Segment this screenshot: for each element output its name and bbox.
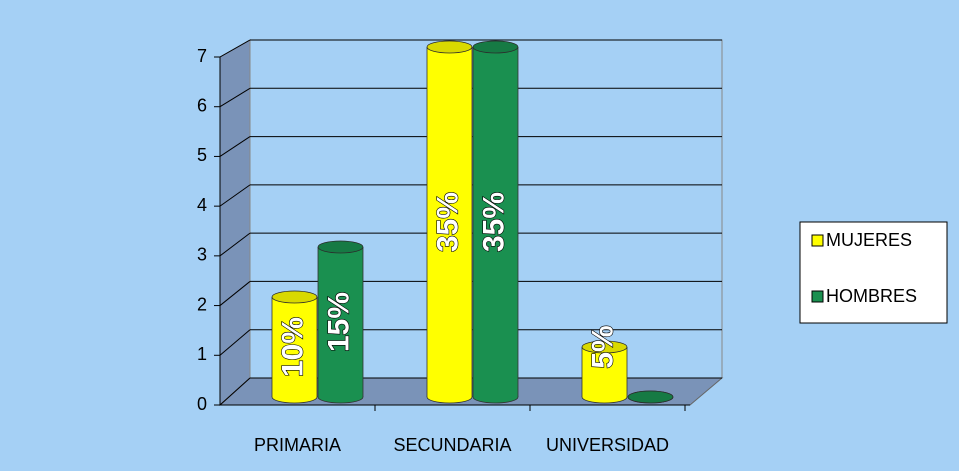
data-label: 10% xyxy=(276,317,309,377)
grid-line xyxy=(219,281,251,306)
legend-swatch xyxy=(811,290,824,303)
grid-line xyxy=(219,232,251,257)
grid-line xyxy=(219,184,251,207)
grid-line xyxy=(219,136,251,157)
x-tick-label: PRIMARIA xyxy=(254,435,341,455)
cylinder-top xyxy=(317,240,364,254)
cylinder-body xyxy=(473,47,518,397)
y-tick-label: 6 xyxy=(197,95,207,115)
grid-line xyxy=(219,329,251,356)
y-tick-label: 1 xyxy=(197,344,207,364)
cylinder-top xyxy=(581,340,628,354)
data-label: 15% xyxy=(322,292,355,352)
data-label: 5% xyxy=(586,325,619,368)
cylinder xyxy=(271,290,318,404)
cylinder-body xyxy=(318,247,363,397)
side-wall xyxy=(219,39,251,407)
grid-line xyxy=(219,377,251,406)
y-tick-label: 2 xyxy=(197,294,207,314)
cylinder-body xyxy=(427,47,472,397)
cylinder xyxy=(317,240,364,404)
y-tick-label: 4 xyxy=(197,195,207,215)
cylinder-top xyxy=(271,290,318,304)
cylinder-top xyxy=(627,390,674,404)
legend-swatch xyxy=(811,234,824,247)
cylinder xyxy=(472,40,519,404)
grid-line xyxy=(219,39,251,58)
cylinder xyxy=(627,390,674,404)
x-tick-label: UNIVERSIDAD xyxy=(546,435,669,455)
data-label: 35% xyxy=(477,192,510,252)
legend xyxy=(799,221,948,324)
grid-line xyxy=(219,87,251,108)
legend-label: HOMBRES xyxy=(826,286,917,306)
cylinder-body xyxy=(272,297,317,397)
cylinder-top xyxy=(472,40,519,54)
y-tick-label: 5 xyxy=(197,145,207,165)
data-label: 35% xyxy=(431,192,464,252)
y-tick-label: 7 xyxy=(197,46,207,66)
cylinder xyxy=(426,40,473,404)
cylinder-body xyxy=(582,347,627,397)
y-tick-label: 3 xyxy=(197,245,207,265)
x-tick-label: SECUNDARIA xyxy=(393,435,511,455)
y-tick-label: 0 xyxy=(197,394,207,414)
legend-label: MUJERES xyxy=(826,230,912,250)
cylinder xyxy=(581,340,628,404)
cylinder-top xyxy=(426,40,473,54)
